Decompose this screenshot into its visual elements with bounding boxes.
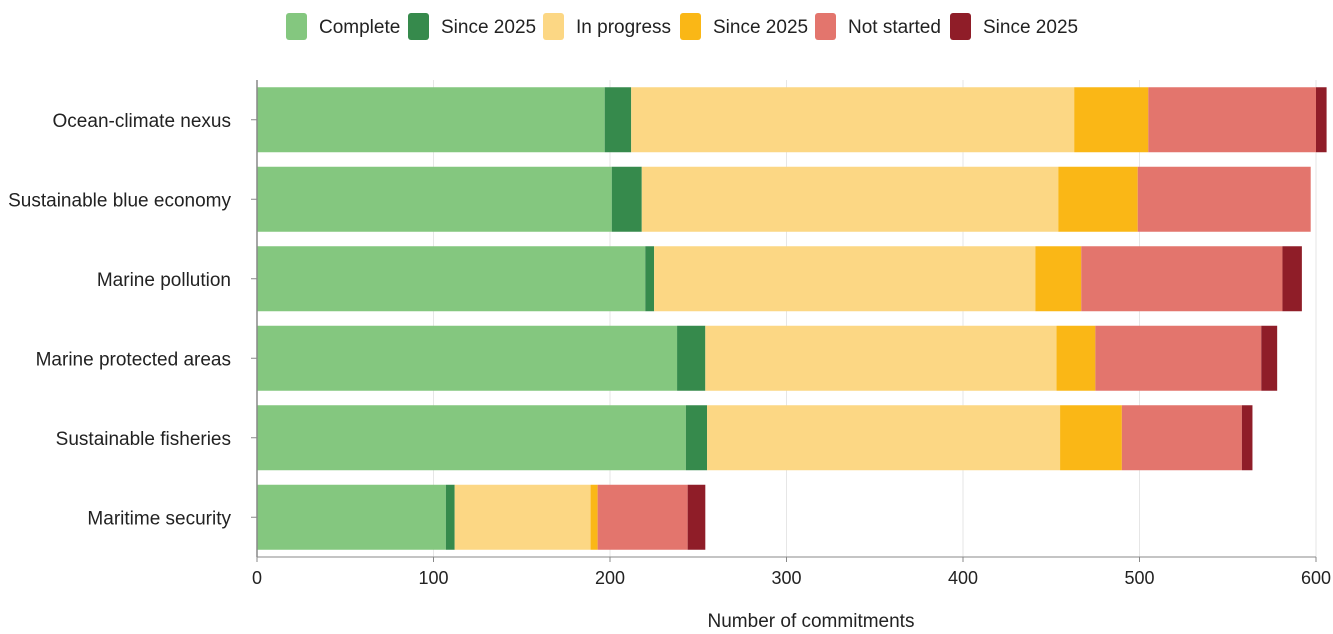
bar-segment: [257, 325, 678, 391]
bar-segment: [445, 484, 455, 550]
bar-segment: [1316, 87, 1327, 153]
legend-label: Not started: [848, 17, 941, 38]
bar-segment: [604, 87, 632, 153]
legend-label: Since 2025: [441, 17, 536, 38]
bar-segment: [654, 246, 1036, 312]
bar-segment: [257, 87, 605, 153]
bar-segment: [1081, 246, 1283, 312]
bar-segment: [677, 325, 706, 391]
bar-segment: [1137, 166, 1311, 232]
bar-segment: [1056, 325, 1096, 391]
x-tick-label: 200: [595, 568, 625, 588]
bar-segment: [597, 484, 688, 550]
bar-segment: [590, 484, 598, 550]
bar-segment: [1035, 246, 1082, 312]
bar-segment: [645, 246, 655, 312]
x-tick-label: 500: [1124, 568, 1154, 588]
category-label: Sustainable fisheries: [56, 429, 231, 450]
category-label: Sustainable blue economy: [8, 190, 231, 211]
legend-label: Complete: [319, 17, 400, 38]
y-axis: Ocean-climate nexus Sustainable blue econ…: [8, 80, 258, 557]
legend-swatch: [286, 13, 307, 40]
legend-swatch: [680, 13, 701, 40]
category-label: Ocean-climate nexus: [53, 111, 231, 132]
bar-segment: [1282, 246, 1302, 312]
bar-segment: [1060, 405, 1122, 471]
x-tick-label: 300: [771, 568, 801, 588]
legend-swatch: [408, 13, 429, 40]
x-tick-label: 100: [418, 568, 448, 588]
x-tick-label: 600: [1301, 568, 1331, 588]
bar-segment: [687, 484, 706, 550]
bar-segment: [1074, 87, 1149, 153]
x-axis: 0 100 200 300 400 500 600: [252, 556, 1331, 588]
x-axis-title: Number of commitments: [708, 611, 915, 632]
bar-segment: [1261, 325, 1278, 391]
gridlines: [433, 80, 1317, 557]
legend-swatch: [543, 13, 564, 40]
bar-segment: [257, 246, 646, 312]
bar-segment: [454, 484, 591, 550]
bars: [257, 87, 1327, 550]
category-label: Maritime security: [87, 508, 231, 529]
bar-segment: [1121, 405, 1242, 471]
bar-segment: [1241, 405, 1253, 471]
bar-segment: [257, 484, 446, 550]
bar-segment: [1148, 87, 1316, 153]
bar-segment: [707, 405, 1061, 471]
x-tick-label: 0: [252, 568, 262, 588]
bar-segment: [705, 325, 1057, 391]
bar-segment: [1095, 325, 1262, 391]
bar-segment: [257, 166, 612, 232]
category-label: Marine pollution: [97, 270, 231, 291]
legend-label: In progress: [576, 17, 671, 38]
category-label: Marine protected areas: [36, 349, 231, 370]
bar-segment: [685, 405, 708, 471]
legend: Complete Since 2025 In progress Since 2025 N…: [286, 13, 1078, 40]
bar-segment: [1058, 166, 1138, 232]
bar-segment: [611, 166, 642, 232]
bar-segment: [631, 87, 1075, 153]
legend-label: Since 2025: [983, 17, 1078, 38]
bar-segment: [641, 166, 1059, 232]
bar-segment: [257, 405, 686, 471]
legend-swatch: [950, 13, 971, 40]
legend-swatch: [815, 13, 836, 40]
x-tick-label: 400: [948, 568, 978, 588]
legend-label: Since 2025: [713, 17, 808, 38]
